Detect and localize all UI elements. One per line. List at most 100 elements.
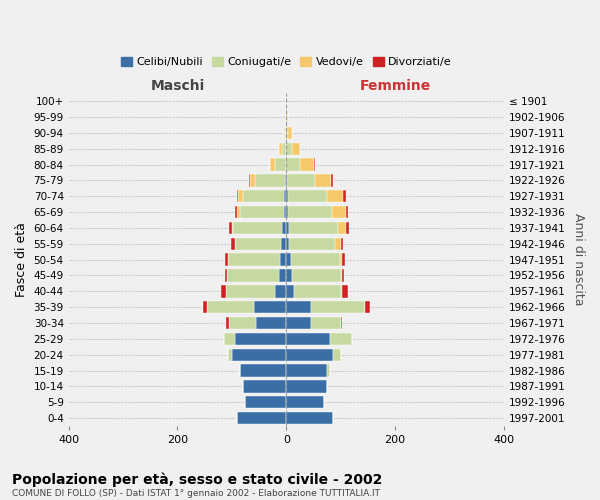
- Text: Maschi: Maschi: [151, 80, 205, 94]
- Bar: [240, 364, 286, 376]
- Bar: [332, 206, 346, 218]
- Bar: [233, 222, 282, 234]
- Bar: [282, 222, 286, 234]
- Bar: [227, 270, 278, 281]
- Bar: [327, 364, 330, 376]
- Bar: [286, 285, 295, 298]
- Bar: [285, 174, 286, 186]
- Bar: [282, 142, 286, 155]
- Bar: [341, 285, 342, 298]
- Bar: [203, 301, 208, 314]
- Bar: [278, 270, 286, 281]
- Text: Popolazione per età, sesso e stato civile - 2002: Popolazione per età, sesso e stato civil…: [12, 472, 382, 487]
- Bar: [245, 396, 286, 408]
- Bar: [286, 142, 292, 155]
- Bar: [226, 254, 228, 266]
- Bar: [243, 380, 286, 392]
- Bar: [346, 222, 349, 234]
- Bar: [286, 396, 325, 408]
- Bar: [235, 238, 281, 250]
- Bar: [289, 190, 326, 202]
- Bar: [243, 190, 284, 202]
- Bar: [287, 174, 314, 186]
- Bar: [332, 348, 341, 361]
- Bar: [238, 206, 240, 218]
- Bar: [286, 254, 290, 266]
- Bar: [240, 206, 284, 218]
- Bar: [314, 174, 331, 186]
- Bar: [289, 238, 335, 250]
- Text: Femmine: Femmine: [359, 80, 431, 94]
- Bar: [342, 285, 349, 298]
- Bar: [287, 111, 289, 124]
- Bar: [250, 174, 255, 186]
- Bar: [286, 127, 288, 139]
- Y-axis label: Anni di nascita: Anni di nascita: [572, 214, 585, 306]
- Bar: [227, 348, 232, 361]
- Bar: [346, 206, 349, 218]
- Bar: [226, 317, 229, 329]
- Bar: [286, 348, 332, 361]
- Y-axis label: Fasce di età: Fasce di età: [15, 222, 28, 297]
- Bar: [311, 301, 365, 314]
- Bar: [238, 412, 286, 424]
- Bar: [286, 190, 289, 202]
- Bar: [286, 174, 287, 186]
- Bar: [286, 380, 327, 392]
- Bar: [280, 254, 286, 266]
- Bar: [340, 254, 343, 266]
- Bar: [311, 317, 341, 329]
- Bar: [286, 301, 311, 314]
- Bar: [290, 254, 340, 266]
- Bar: [331, 174, 333, 186]
- Bar: [286, 364, 327, 376]
- Legend: Celibi/Nubili, Coniugati/e, Vedovi/e, Divorziati/e: Celibi/Nubili, Coniugati/e, Vedovi/e, Di…: [116, 52, 456, 72]
- Bar: [249, 174, 250, 186]
- Bar: [300, 158, 314, 171]
- Bar: [295, 285, 341, 298]
- Bar: [343, 190, 346, 202]
- Bar: [229, 317, 256, 329]
- Bar: [235, 332, 286, 345]
- Bar: [254, 301, 286, 314]
- Bar: [275, 158, 286, 171]
- Bar: [286, 222, 289, 234]
- Bar: [365, 301, 370, 314]
- Bar: [229, 222, 232, 234]
- Bar: [221, 285, 226, 298]
- Bar: [326, 190, 343, 202]
- Bar: [341, 238, 343, 250]
- Bar: [289, 222, 338, 234]
- Bar: [284, 127, 285, 139]
- Bar: [342, 270, 344, 281]
- Bar: [279, 142, 282, 155]
- Bar: [286, 238, 289, 250]
- Bar: [338, 222, 346, 234]
- Bar: [270, 158, 275, 171]
- Bar: [224, 332, 235, 345]
- Bar: [238, 190, 243, 202]
- Bar: [292, 270, 341, 281]
- Bar: [288, 127, 292, 139]
- Bar: [335, 238, 341, 250]
- Bar: [228, 254, 280, 266]
- Bar: [285, 127, 286, 139]
- Bar: [289, 206, 332, 218]
- Bar: [341, 317, 342, 329]
- Bar: [255, 174, 285, 186]
- Bar: [286, 317, 311, 329]
- Bar: [343, 254, 345, 266]
- Text: COMUNE DI FOLLO (SP) - Dati ISTAT 1° gennaio 2002 - Elaborazione TUTTITALIA.IT: COMUNE DI FOLLO (SP) - Dati ISTAT 1° gen…: [12, 489, 380, 498]
- Bar: [208, 301, 254, 314]
- Bar: [235, 206, 238, 218]
- Bar: [284, 206, 286, 218]
- Bar: [286, 111, 287, 124]
- Bar: [284, 190, 286, 202]
- Bar: [286, 270, 292, 281]
- Bar: [286, 206, 289, 218]
- Bar: [286, 412, 332, 424]
- Bar: [256, 317, 286, 329]
- Bar: [275, 285, 286, 298]
- Bar: [281, 238, 286, 250]
- Bar: [232, 238, 235, 250]
